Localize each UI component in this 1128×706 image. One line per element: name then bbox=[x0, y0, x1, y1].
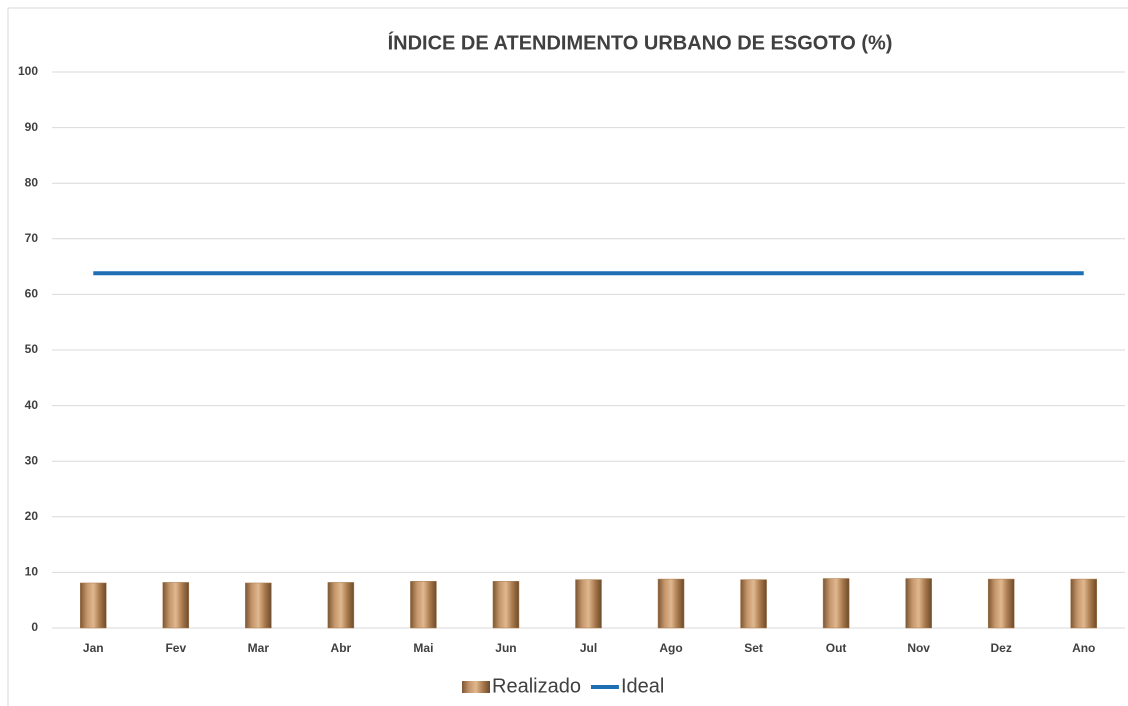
x-tick-label: Fev bbox=[165, 641, 186, 655]
y-tick-label: 0 bbox=[31, 620, 38, 634]
bar bbox=[327, 582, 355, 629]
y-tick-label: 70 bbox=[25, 231, 39, 245]
x-tick-label: Jul bbox=[580, 641, 597, 655]
legend-label: Realizado bbox=[492, 675, 581, 697]
x-tick-label: Dez bbox=[991, 641, 1012, 655]
x-tick-label: Set bbox=[744, 641, 763, 655]
bar bbox=[740, 579, 767, 629]
bar bbox=[657, 578, 685, 629]
bar bbox=[245, 582, 272, 629]
y-tick-label: 60 bbox=[25, 287, 39, 301]
y-tick-label: 100 bbox=[18, 64, 38, 78]
x-tick-label: Nov bbox=[907, 641, 930, 655]
x-tick-label: Out bbox=[826, 641, 847, 655]
y-tick-label: 10 bbox=[25, 565, 39, 579]
chart-title: ÍNDICE DE ATENDIMENTO URBANO DE ESGOTO (… bbox=[388, 31, 893, 54]
x-tick-label: Ago bbox=[659, 641, 682, 655]
y-tick-label: 40 bbox=[25, 398, 39, 412]
y-tick-label: 20 bbox=[25, 509, 39, 523]
x-tick-label: Abr bbox=[331, 641, 352, 655]
bar bbox=[987, 578, 1015, 629]
bar bbox=[575, 579, 602, 629]
bar bbox=[1070, 578, 1097, 629]
bar bbox=[162, 582, 190, 629]
x-tick-label: Mar bbox=[248, 641, 270, 655]
x-tick-label: Jun bbox=[495, 641, 516, 655]
bar bbox=[80, 582, 107, 629]
bar bbox=[822, 578, 850, 629]
x-tick-label: Jan bbox=[83, 641, 104, 655]
y-tick-label: 80 bbox=[25, 175, 39, 189]
x-tick-label: Ano bbox=[1072, 641, 1095, 655]
x-tick-label: Mai bbox=[413, 641, 433, 655]
y-tick-label: 30 bbox=[25, 453, 39, 467]
legend-label: Ideal bbox=[621, 675, 664, 697]
y-tick-label: 90 bbox=[25, 120, 39, 134]
bar bbox=[905, 578, 932, 629]
bar bbox=[410, 581, 437, 629]
y-tick-label: 50 bbox=[25, 342, 39, 356]
bar bbox=[492, 581, 520, 629]
legend-swatch bbox=[462, 681, 490, 693]
